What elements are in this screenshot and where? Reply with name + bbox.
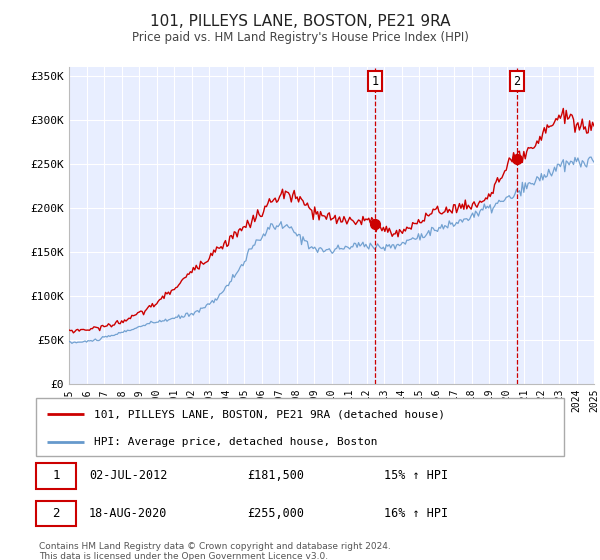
FancyBboxPatch shape [36,501,76,526]
Text: Price paid vs. HM Land Registry's House Price Index (HPI): Price paid vs. HM Land Registry's House … [131,31,469,44]
Text: 02-JUL-2012: 02-JUL-2012 [89,469,167,482]
Text: HPI: Average price, detached house, Boston: HPI: Average price, detached house, Bost… [94,437,377,447]
FancyBboxPatch shape [36,463,76,489]
Text: 18-AUG-2020: 18-AUG-2020 [89,507,167,520]
Text: £255,000: £255,000 [247,507,304,520]
Text: Contains HM Land Registry data © Crown copyright and database right 2024.
This d: Contains HM Land Registry data © Crown c… [39,542,391,560]
Text: £181,500: £181,500 [247,469,304,482]
Text: 101, PILLEYS LANE, BOSTON, PE21 9RA: 101, PILLEYS LANE, BOSTON, PE21 9RA [150,14,450,29]
Text: 1: 1 [371,75,379,88]
Text: 101, PILLEYS LANE, BOSTON, PE21 9RA (detached house): 101, PILLEYS LANE, BOSTON, PE21 9RA (det… [94,409,445,419]
FancyBboxPatch shape [36,398,564,456]
Text: 15% ↑ HPI: 15% ↑ HPI [385,469,449,482]
Text: 1: 1 [52,469,59,482]
Text: 2: 2 [514,75,521,88]
Text: 16% ↑ HPI: 16% ↑ HPI [385,507,449,520]
Text: 2: 2 [52,507,59,520]
